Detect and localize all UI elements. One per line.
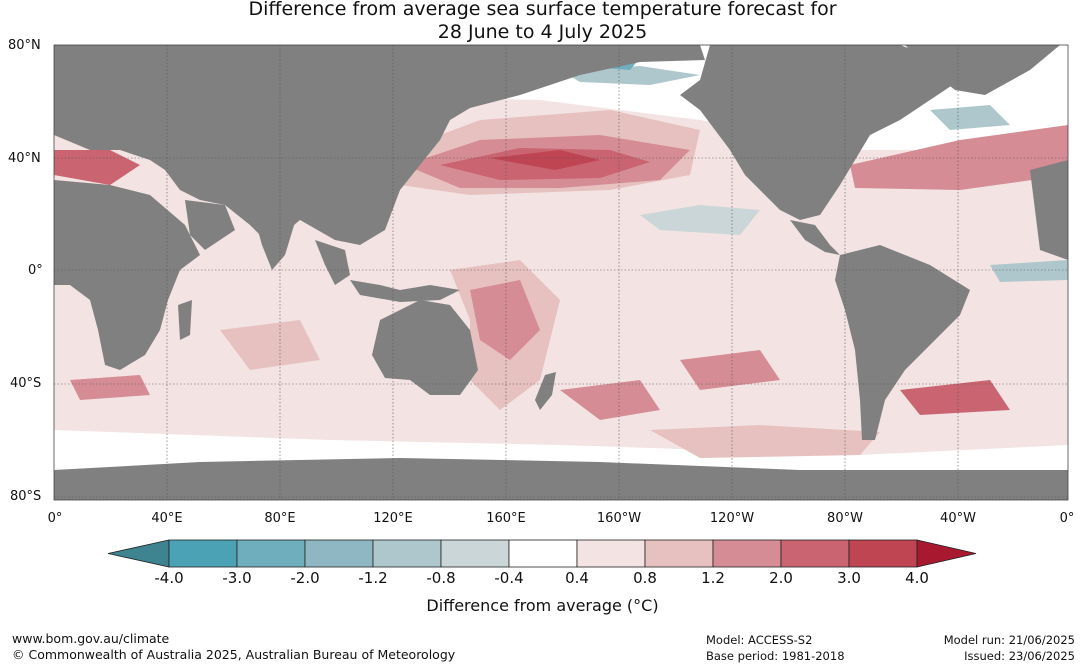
new-zealand-land (535, 372, 556, 410)
lat-label-80n: 80°N (8, 38, 41, 53)
india-land (255, 220, 295, 270)
colorbar-tick-label: -1.2 (358, 569, 388, 587)
lat-label-equator: 0° (28, 263, 43, 278)
colorbar-tick-label: 0.4 (565, 569, 589, 587)
arabia-land (185, 200, 235, 250)
lon-label-40e: 40°E (151, 511, 183, 526)
antarctica-land (54, 458, 1068, 500)
africa-land (54, 180, 200, 370)
central-america-land (790, 220, 840, 255)
colorbar-segment (712, 539, 782, 568)
colorbar-segment (304, 539, 374, 568)
colorbar-tick-label: 0.8 (633, 569, 657, 587)
map-frame (53, 44, 1069, 501)
europe-asia-land (54, 45, 705, 245)
colorbar-title: Difference from average (°C) (426, 596, 659, 615)
footer-issued: Issued: 23/06/2025 (964, 649, 1075, 663)
lat-label-80s: 80°S (10, 489, 42, 504)
lat-label-40s: 40°S (10, 376, 42, 391)
lon-label-160w: 160°W (596, 511, 642, 526)
madagascar-land (178, 300, 192, 340)
colorbar-tick-label: -0.4 (494, 569, 524, 587)
colorbar-segment (644, 539, 714, 568)
colorbar-extend-high (916, 539, 977, 568)
colorbar (107, 539, 977, 568)
footer-website: www.bom.gov.au/climate (12, 631, 170, 646)
footer-model-run: Model run: 21/06/2025 (943, 633, 1075, 647)
lat-label-40n: 40°N (8, 151, 41, 166)
lon-label-0-east: 0° (1059, 511, 1075, 526)
colorbar-tick-label: -3.0 (222, 569, 252, 587)
colorbar-tick-label: 1.2 (701, 569, 725, 587)
lon-label-0: 0° (47, 511, 63, 526)
graticule (54, 45, 1068, 500)
lon-label-40w: 40°W (940, 511, 976, 526)
colorbar-tick-label: 3.0 (837, 569, 861, 587)
colorbar-segment (508, 539, 578, 568)
colorbar-extend-low (107, 539, 170, 568)
colorbar-tick-label: -2.0 (290, 569, 320, 587)
landmasses (54, 45, 1068, 500)
lon-label-80w: 80°W (827, 511, 863, 526)
colorbar-segment (168, 539, 238, 568)
south-america-land (835, 245, 970, 440)
colorbar-tick-label: 2.0 (769, 569, 793, 587)
north-america-land (680, 45, 960, 220)
colorbar-tick-label: -4.0 (154, 569, 184, 587)
map-title-line2: 28 June to 4 July 2025 (437, 21, 648, 43)
greenland-land (905, 45, 1060, 95)
se-asia-land (315, 240, 350, 285)
indonesia-land (350, 280, 460, 302)
lon-label-120e: 120°E (373, 511, 413, 526)
lon-label-80e: 80°E (264, 511, 296, 526)
colorbar-segment (440, 539, 510, 568)
colorbar-segment (780, 539, 850, 568)
australia-land (372, 300, 478, 395)
footer-model: Model: ACCESS-S2 (706, 633, 813, 647)
footer-base-period: Base period: 1981-2018 (706, 649, 845, 663)
colorbar-segment (848, 539, 918, 568)
colorbar-tick-label: -0.8 (426, 569, 456, 587)
footer-copyright: © Commonwealth of Australia 2025, Austra… (12, 647, 456, 662)
lon-label-120w: 120°W (709, 511, 755, 526)
lon-label-160e: 160°E (486, 511, 526, 526)
colorbar-segment (236, 539, 306, 568)
colorbar-segment (576, 539, 646, 568)
europe-west-land (1030, 160, 1068, 260)
map-title-line1: Difference from average sea surface temp… (248, 0, 837, 20)
colorbar-tick-label: 4.0 (905, 569, 929, 587)
colorbar-segment (372, 539, 442, 568)
